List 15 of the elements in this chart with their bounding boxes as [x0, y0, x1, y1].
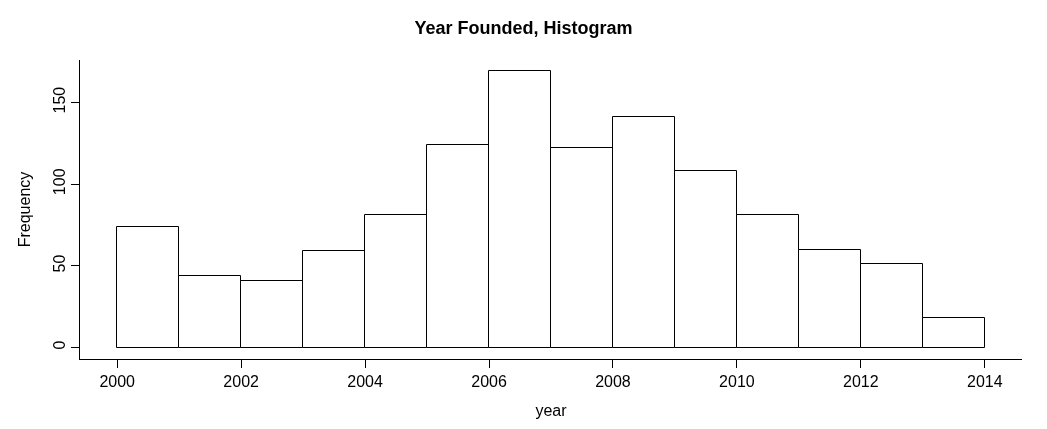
- chart-title: Year Founded, Histogram: [414, 18, 633, 39]
- y-tick-label: 150: [50, 86, 68, 114]
- x-tick-label: 2008: [595, 373, 631, 391]
- x-tick-label: 2012: [843, 373, 879, 391]
- y-tick-label: 100: [50, 168, 68, 196]
- y-tick-label: 50: [50, 254, 68, 273]
- y-axis-title: Frequency: [16, 171, 34, 248]
- y-tick-label: 0: [50, 340, 68, 350]
- x-tick-label: 2010: [719, 373, 755, 391]
- x-tick-label: 2014: [967, 373, 1003, 391]
- x-tick-label: 2006: [471, 373, 507, 391]
- x-tick-label: 2004: [347, 373, 383, 391]
- x-tick-label: 2002: [223, 373, 260, 391]
- x-tick-label: 2000: [99, 373, 136, 391]
- x-axis-title: year: [535, 401, 568, 419]
